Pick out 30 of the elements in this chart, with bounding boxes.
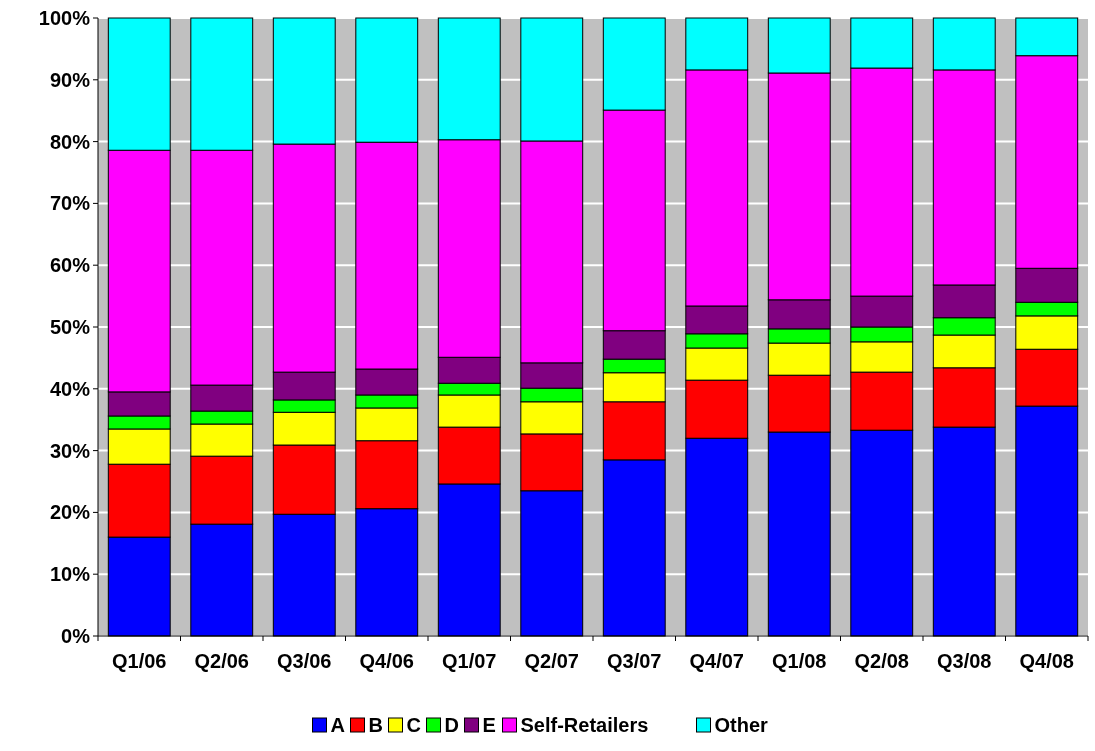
legend-label: Self-Retailers <box>520 714 649 736</box>
x-tick-label: Q1/07 <box>442 650 497 672</box>
x-tick-label: Q1/08 <box>772 650 827 672</box>
y-tick-label: 10% <box>49 563 91 586</box>
legend-label: E <box>482 714 496 736</box>
y-tick-label: 60% <box>49 254 91 277</box>
legend-label: C <box>406 714 421 736</box>
y-tick-label: 30% <box>49 439 91 462</box>
y-tick-label: 40% <box>49 377 91 400</box>
y-tick-label: 90% <box>49 68 91 91</box>
legend-label: Other <box>714 714 769 736</box>
x-tick-label: Q3/08 <box>937 650 992 672</box>
y-tick-label: 80% <box>49 130 91 153</box>
y-tick-label: 20% <box>49 501 91 524</box>
y-tick-label: 0% <box>61 625 91 647</box>
x-tick-label: Q3/06 <box>277 650 332 672</box>
x-tick-label: Q4/08 <box>1019 650 1074 672</box>
y-tick-label: 100% <box>38 7 91 29</box>
legend-label: A <box>330 714 345 736</box>
x-tick-label: Q4/06 <box>359 650 414 672</box>
x-tick-label: Q2/06 <box>194 650 249 672</box>
legend-label: D <box>444 714 459 736</box>
x-tick-label: Q4/07 <box>689 650 744 672</box>
x-tick-label: Q2/07 <box>524 650 579 672</box>
y-tick-label: 50% <box>49 316 91 338</box>
x-tick-label: Q1/06 <box>112 650 167 672</box>
y-tick-label: 70% <box>49 192 91 215</box>
x-tick-label: Q3/07 <box>607 650 662 672</box>
legend-label: B <box>368 714 383 736</box>
x-tick-label: Q2/08 <box>854 650 909 672</box>
